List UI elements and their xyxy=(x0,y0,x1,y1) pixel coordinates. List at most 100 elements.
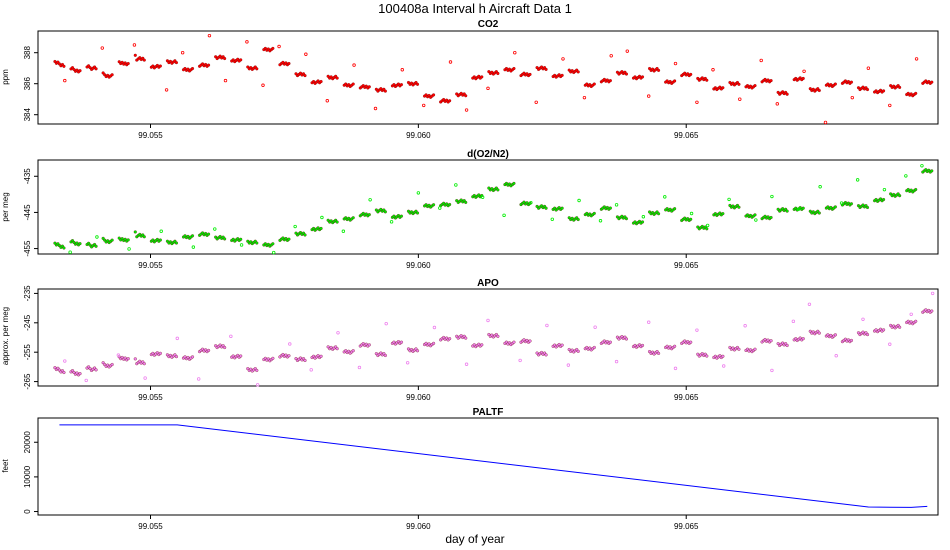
data-point xyxy=(287,354,291,358)
data-point xyxy=(383,89,387,93)
data-cluster xyxy=(889,192,902,198)
outlier-point xyxy=(416,191,421,195)
data-point xyxy=(898,85,902,89)
data-point xyxy=(133,230,137,234)
outlier-point xyxy=(614,359,619,364)
data-cluster xyxy=(680,71,693,78)
panel-do2n2: d(O2/N2) per meg xyxy=(1,149,509,222)
x-tick-label: 99.055 xyxy=(138,131,163,140)
y-axis-label: feet xyxy=(1,459,10,473)
data-cluster xyxy=(406,209,420,216)
outlier-point xyxy=(389,220,394,224)
data-point xyxy=(94,244,98,248)
data-cluster xyxy=(921,168,934,174)
data-point xyxy=(930,80,934,84)
data-point xyxy=(512,67,516,71)
data-point xyxy=(174,241,178,245)
data-point xyxy=(351,82,355,86)
plot-frame xyxy=(37,417,939,516)
data-cluster xyxy=(278,60,291,67)
outlier-point xyxy=(518,358,522,363)
outlier-point xyxy=(823,120,828,125)
data-point xyxy=(689,72,693,76)
data-cluster xyxy=(712,85,725,92)
data-point xyxy=(383,353,387,358)
data-cluster xyxy=(840,337,853,344)
data-point xyxy=(432,203,436,207)
outlier-point xyxy=(63,78,67,83)
data-point xyxy=(882,89,886,93)
data-point xyxy=(865,88,870,92)
data-point xyxy=(592,211,596,215)
data-cluster xyxy=(792,336,805,343)
data-cluster xyxy=(246,239,259,246)
data-cluster xyxy=(198,62,211,68)
data-point xyxy=(399,83,403,87)
outlier-point xyxy=(529,200,533,205)
data-point xyxy=(319,80,323,84)
outlier-point xyxy=(866,66,871,70)
data-cluster xyxy=(487,186,500,193)
data-cluster xyxy=(455,334,468,340)
data-cluster xyxy=(776,207,789,213)
data-point xyxy=(78,69,82,73)
data-point xyxy=(769,215,773,220)
outlier-point xyxy=(336,331,340,335)
data-point xyxy=(865,333,870,337)
outlier-point xyxy=(802,69,806,73)
data-cluster xyxy=(117,236,130,243)
data-point xyxy=(303,233,307,237)
data-cluster xyxy=(69,239,82,247)
data-cluster xyxy=(246,65,259,71)
data-point xyxy=(624,72,628,76)
data-point xyxy=(448,99,452,103)
data-cluster xyxy=(728,345,741,352)
data-point xyxy=(190,67,195,71)
data-cluster xyxy=(583,345,596,352)
outlier-point xyxy=(839,201,844,205)
data-cluster xyxy=(117,60,130,67)
data-point xyxy=(207,232,211,236)
data-cluster xyxy=(214,54,227,61)
data-cluster xyxy=(230,237,243,243)
data-point xyxy=(287,237,291,241)
data-point xyxy=(544,353,548,357)
data-cluster xyxy=(728,80,741,87)
y-tick-label: 386 xyxy=(23,76,32,90)
outlier-point xyxy=(341,229,346,233)
data-cluster xyxy=(439,201,452,208)
data-cluster xyxy=(101,71,114,79)
x-tick-label: 99.055 xyxy=(138,261,163,270)
data-point xyxy=(705,227,709,231)
outlier-point xyxy=(132,43,137,47)
data-cluster xyxy=(53,59,66,68)
data-point xyxy=(721,86,725,90)
data-cluster xyxy=(278,352,291,359)
data-cluster xyxy=(535,204,548,210)
data-cluster xyxy=(583,211,596,218)
data-point xyxy=(785,92,789,96)
data-point xyxy=(271,46,275,50)
data-cluster xyxy=(760,337,773,344)
data-cluster xyxy=(631,219,645,226)
outlier-point xyxy=(239,243,244,247)
data-cluster xyxy=(808,329,821,336)
outlier-point xyxy=(888,342,892,346)
plot-co2: 99.055 99.060 99.065 384 386 388 xyxy=(23,30,939,140)
data-cluster xyxy=(760,214,773,221)
outlier-point xyxy=(930,291,935,296)
outlier-point xyxy=(223,78,228,83)
outlier-point xyxy=(373,106,378,111)
data-cluster xyxy=(294,71,307,78)
outlier-point xyxy=(711,68,715,72)
data-point xyxy=(496,71,500,75)
outlier-point xyxy=(834,354,838,358)
data-cluster xyxy=(487,70,500,76)
data-point xyxy=(560,343,564,347)
data-cluster xyxy=(680,216,693,223)
data-point xyxy=(335,347,339,351)
data-point xyxy=(576,70,580,74)
data-cluster xyxy=(294,356,307,363)
data-cluster xyxy=(696,352,709,358)
